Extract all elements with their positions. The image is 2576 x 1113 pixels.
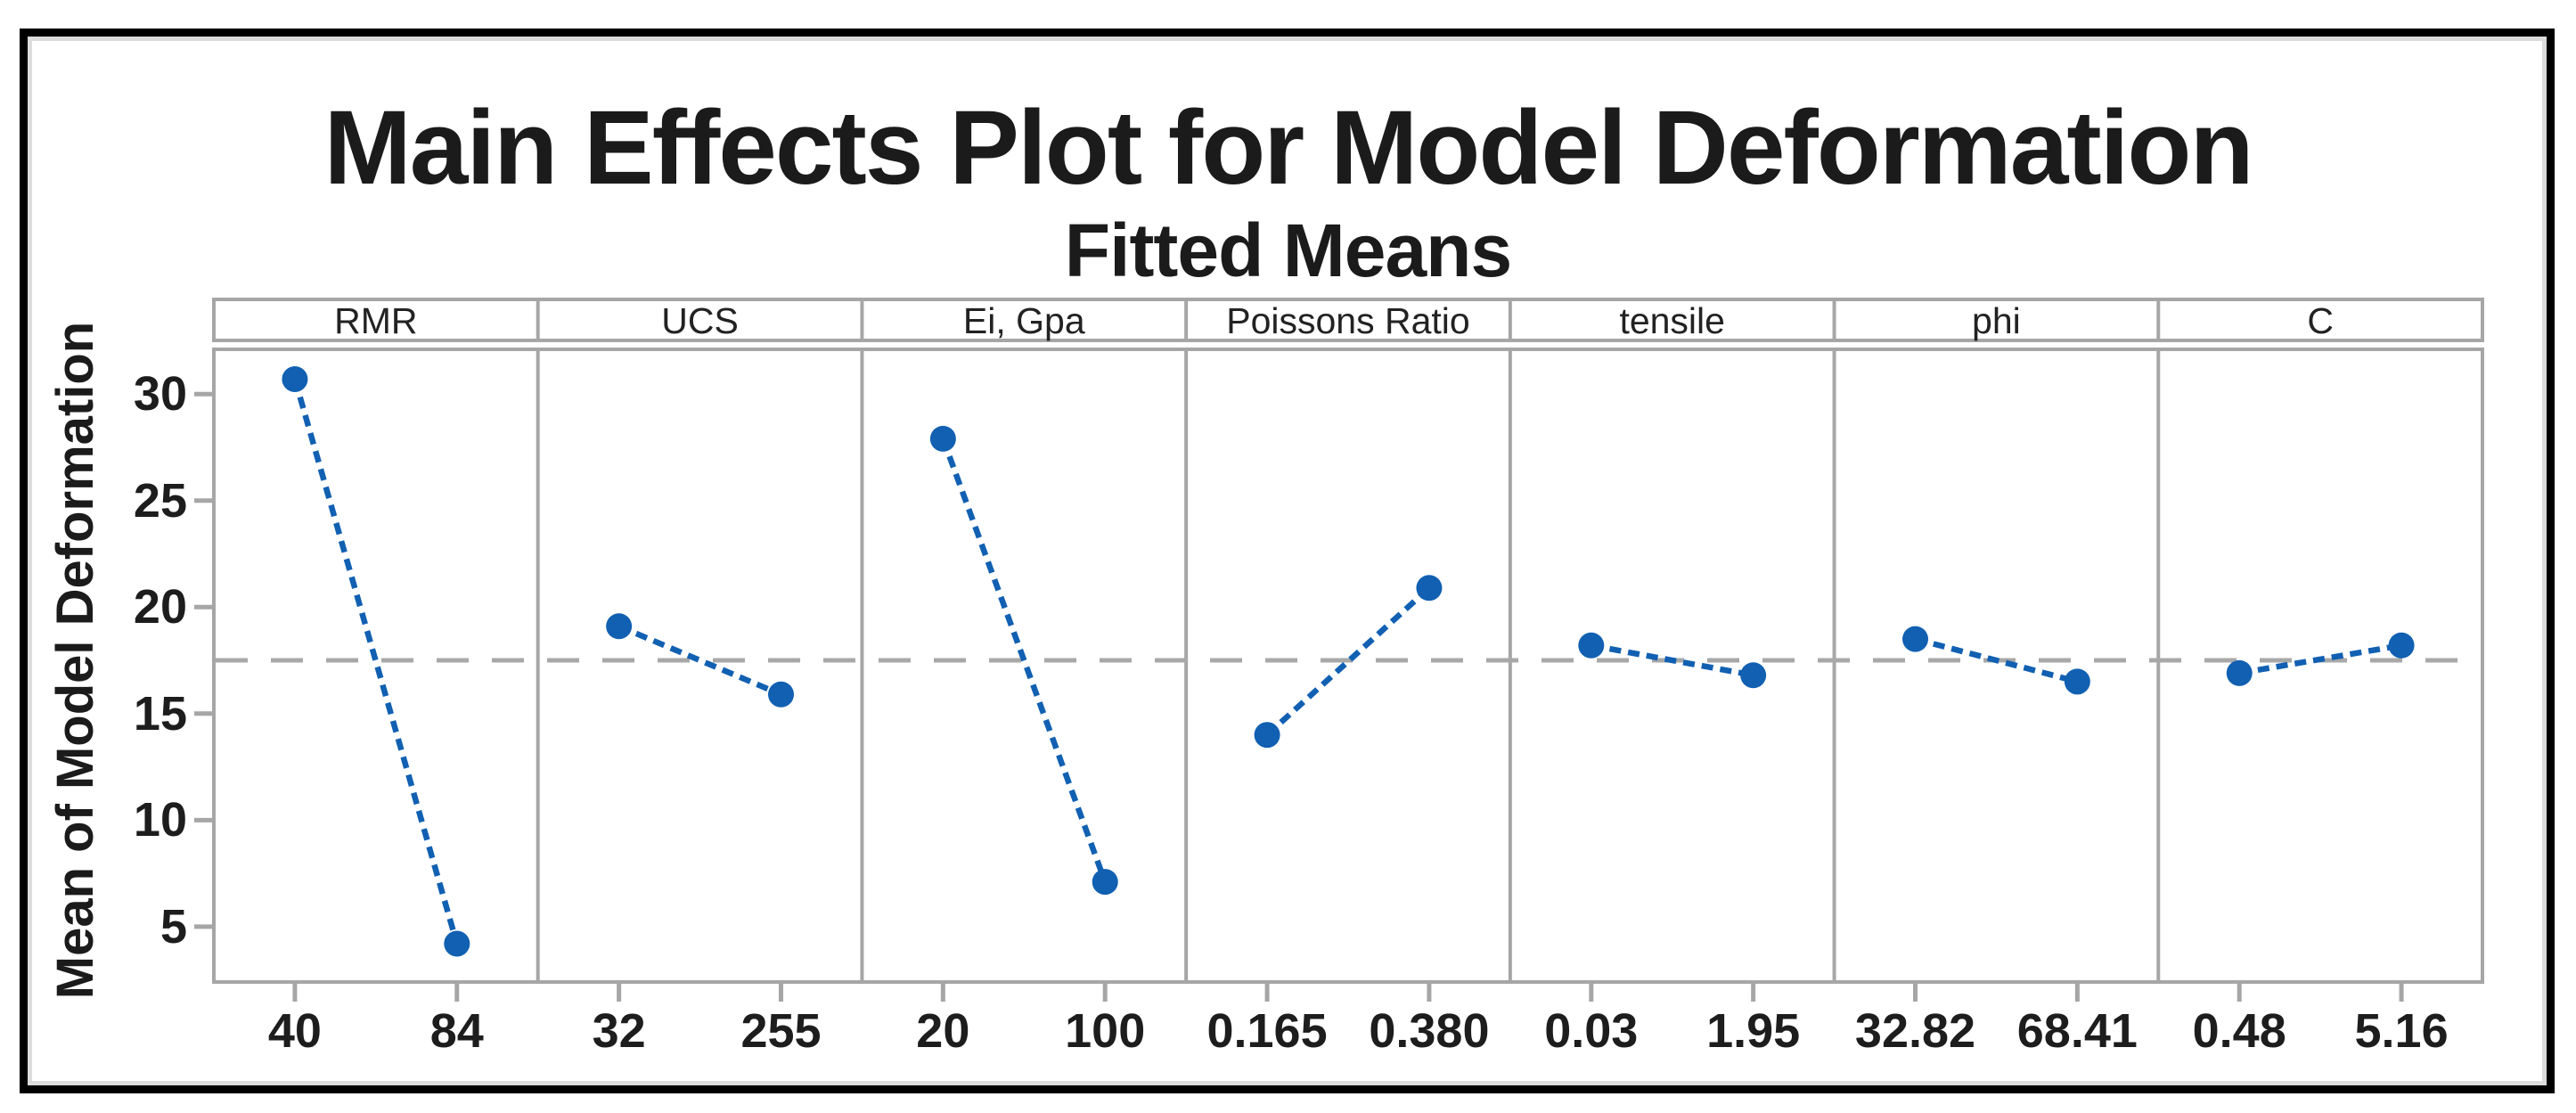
- y-tick-label: 30: [133, 367, 187, 421]
- x-tick-label: 84: [429, 1004, 484, 1058]
- y-tick-label: 25: [133, 473, 187, 528]
- data-point-marker: [1416, 575, 1443, 602]
- x-tick-label: 40: [267, 1004, 322, 1058]
- data-point-marker: [929, 425, 956, 452]
- figure-frame: [20, 29, 2555, 1093]
- data-point-marker: [2226, 659, 2253, 686]
- x-tick-label: 255: [740, 1004, 822, 1058]
- series-line: [1914, 635, 2079, 685]
- x-tick-label: 32.82: [1854, 1004, 1976, 1058]
- y-tick-label: 5: [159, 899, 187, 953]
- panel-header-label: RMR: [334, 300, 418, 341]
- panel-header-label: tensile: [1619, 300, 1725, 341]
- data-point-marker: [768, 681, 794, 708]
- data-point-marker: [444, 930, 470, 957]
- data-point-marker: [1254, 722, 1280, 749]
- series-line: [617, 623, 782, 698]
- data-point-marker: [606, 613, 633, 640]
- series-line: [291, 378, 460, 945]
- chart-subtitle: Fitted Means: [1064, 209, 1512, 292]
- plot-area-border: [212, 348, 2484, 984]
- x-tick-label: 100: [1065, 1004, 1146, 1058]
- chart-title: Main Effects Plot for Model Deformation: [323, 89, 2253, 207]
- panel-header-label: UCS: [661, 300, 739, 341]
- y-tick-label: 20: [133, 580, 187, 634]
- data-point-marker: [2388, 632, 2415, 659]
- x-tick-label: 32: [592, 1004, 646, 1058]
- data-point-marker: [282, 365, 308, 392]
- y-tick-label: 15: [133, 686, 187, 741]
- data-point-marker: [1902, 626, 1928, 652]
- panel-header-label: phi: [1972, 300, 2021, 341]
- x-tick-label: 68.41: [2016, 1004, 2138, 1058]
- x-tick-label: 0.03: [1544, 1004, 1639, 1058]
- panel-header-band: [212, 298, 2484, 342]
- data-point-marker: [1092, 869, 1118, 896]
- data-point-marker: [1740, 662, 1767, 689]
- y-tick-label: 10: [133, 793, 187, 847]
- data-point-marker: [1578, 632, 1605, 659]
- x-tick-label: 0.380: [1369, 1004, 1490, 1058]
- series-line: [2238, 642, 2402, 676]
- x-tick-label: 1.95: [1706, 1004, 1801, 1058]
- data-point-marker: [2064, 668, 2090, 695]
- panel-header-label: Poissons Ratio: [1226, 300, 1470, 341]
- panel-header-label: Ei, Gpa: [962, 300, 1085, 341]
- x-tick-label: 0.48: [2192, 1004, 2286, 1058]
- x-tick-label: 5.16: [2354, 1004, 2449, 1058]
- panel-header-label: C: [2307, 300, 2334, 341]
- series-line: [1591, 642, 1754, 678]
- x-tick-label: 0.165: [1206, 1004, 1328, 1058]
- x-tick-label: 20: [916, 1004, 970, 1058]
- series-line: [940, 438, 1108, 883]
